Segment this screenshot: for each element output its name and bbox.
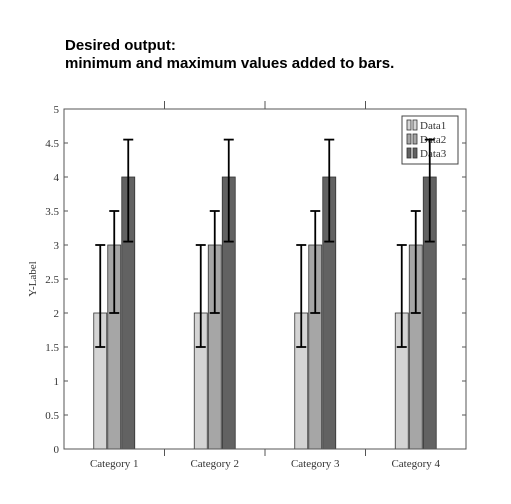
y-tick-label: 1.5 <box>45 342 59 354</box>
y-tick-label: 3 <box>54 240 60 252</box>
error-bar-data3-1 <box>123 138 134 243</box>
legend-swatch-data1 <box>406 119 412 131</box>
heading-line-1: Desired output: <box>65 37 176 54</box>
error-bar-data1-3 <box>296 244 307 348</box>
x-tick-label: Category 4 <box>391 458 440 470</box>
error-bar-data3-3 <box>324 138 335 243</box>
y-axis-label: Y-Label <box>27 261 39 296</box>
y-tick-label: 3.5 <box>45 206 59 218</box>
legend-swatch-data3 <box>406 147 412 159</box>
y-tick-label: 4 <box>54 172 60 184</box>
y-tick-label: 4.5 <box>45 138 59 150</box>
x-tick-label: Category 2 <box>190 458 239 470</box>
legend-label-data1: Data1 <box>420 120 446 132</box>
x-tick-label: Category 1 <box>90 458 139 470</box>
error-bar-data1-2 <box>195 244 206 348</box>
y-tick-label: 0.5 <box>45 410 59 422</box>
heading: Desired output: minimum and maximum valu… <box>65 37 394 73</box>
error-bar-data2-2 <box>209 210 220 314</box>
error-bar-data1-4 <box>396 244 407 348</box>
error-bar-data2-4 <box>410 210 421 314</box>
y-tick-label: 2 <box>54 308 60 320</box>
y-tick-label: 1 <box>54 376 60 388</box>
heading-line-2: minimum and maximum values added to bars… <box>65 55 395 72</box>
x-tick-label: Category 3 <box>291 458 340 470</box>
y-tick-label: 2.5 <box>45 274 59 286</box>
error-bar-data2-3 <box>310 210 321 314</box>
error-bar-data1-1 <box>95 244 106 348</box>
error-bar-data3-2 <box>223 138 234 243</box>
legend-swatch-2-data2 <box>412 133 418 145</box>
legend-label-data3: Data3 <box>420 148 447 160</box>
error-bar-data3-4 <box>424 138 435 243</box>
legend-swatch-2-data3 <box>412 147 418 159</box>
y-tick-label: 0 <box>54 444 60 456</box>
legend-swatch-2-data1 <box>412 119 418 131</box>
y-tick-label: 5 <box>54 104 60 116</box>
error-bar-data2-1 <box>109 210 120 314</box>
legend-swatch-data2 <box>406 133 412 145</box>
